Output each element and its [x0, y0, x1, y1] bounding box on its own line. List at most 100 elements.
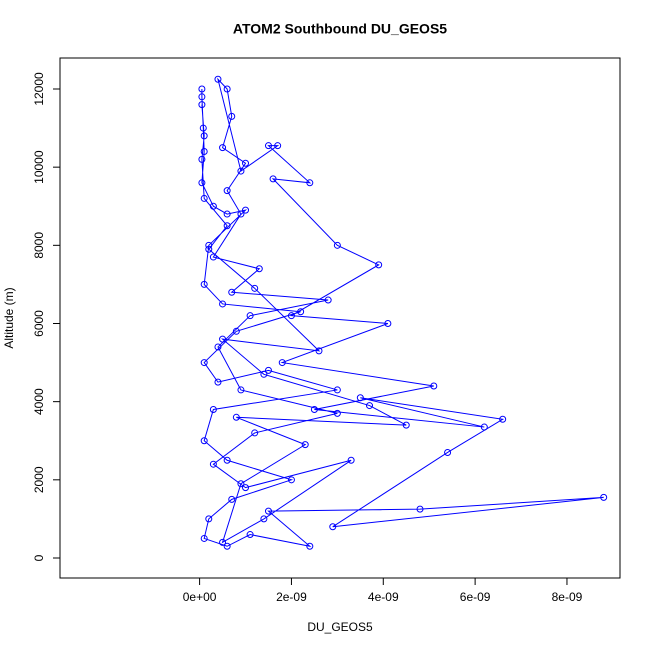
data-point — [198, 93, 206, 101]
data-point — [269, 175, 277, 183]
data-point — [499, 415, 507, 423]
x-tick-label: 6e-09 — [460, 590, 491, 604]
data-point — [480, 423, 488, 431]
y-tick-label: 12000 — [32, 72, 46, 106]
data-point — [214, 378, 222, 386]
data-point — [209, 460, 217, 468]
chart-title: ATOM2 Southbound DU_GEOS5 — [233, 21, 447, 37]
data-point — [333, 241, 341, 249]
data-point — [297, 308, 305, 316]
data-point — [198, 101, 206, 109]
y-tick-label: 0 — [32, 554, 46, 561]
data-point — [237, 210, 245, 218]
data-point — [260, 370, 268, 378]
data-point — [310, 405, 318, 413]
data-point — [329, 523, 337, 531]
data-point — [232, 327, 240, 335]
data-point — [209, 202, 217, 210]
data-point — [214, 343, 222, 351]
data-point — [287, 312, 295, 320]
data-point — [366, 402, 374, 410]
x-tick-label: 0e+00 — [183, 590, 217, 604]
y-tick-label: 8000 — [32, 232, 46, 259]
data-point — [301, 441, 309, 449]
data-point — [402, 421, 410, 429]
data-point — [219, 144, 227, 152]
data-point — [333, 386, 341, 394]
data-point — [242, 206, 250, 214]
data-point — [223, 542, 231, 550]
data-point — [223, 456, 231, 464]
data-point — [324, 296, 332, 304]
data-point — [223, 85, 231, 93]
data-point — [264, 507, 272, 515]
data-point — [200, 194, 208, 202]
x-axis-label: DU_GEOS5 — [307, 620, 373, 634]
data-point — [274, 142, 282, 150]
data-point — [228, 112, 236, 120]
data-point — [200, 148, 208, 156]
data-point — [375, 261, 383, 269]
data-point — [219, 300, 227, 308]
data-point — [278, 359, 286, 367]
data-point — [251, 429, 259, 437]
data-point — [198, 155, 206, 163]
data-point — [287, 476, 295, 484]
y-tick-label: 4000 — [32, 388, 46, 415]
data-point — [199, 124, 207, 132]
data-point — [264, 366, 272, 374]
data-point — [200, 534, 208, 542]
data-point — [205, 515, 213, 523]
data-point — [198, 179, 206, 187]
y-tick-label: 2000 — [32, 466, 46, 493]
data-line — [201, 77, 604, 548]
data-point — [223, 210, 231, 218]
data-point — [237, 386, 245, 394]
data-point — [416, 505, 424, 513]
y-tick-label: 6000 — [32, 310, 46, 337]
data-point — [384, 319, 392, 327]
data-point — [214, 75, 222, 83]
data-point — [232, 413, 240, 421]
data-point — [209, 405, 217, 413]
data-point — [242, 484, 250, 492]
data-point — [430, 382, 438, 390]
data-point — [219, 538, 227, 546]
data-point — [200, 132, 208, 140]
data-point — [200, 280, 208, 288]
data-point — [228, 495, 236, 503]
data-point — [251, 284, 259, 292]
data-point — [356, 394, 364, 402]
x-tick-label: 8e-09 — [552, 590, 583, 604]
data-point — [600, 493, 608, 501]
data-point — [223, 222, 231, 230]
data-point — [205, 245, 213, 253]
data-point — [347, 456, 355, 464]
data-point — [260, 515, 268, 523]
y-axis-label: Altitude (m) — [2, 287, 16, 348]
data-point — [255, 265, 263, 273]
data-point — [198, 85, 206, 93]
data-point — [228, 288, 236, 296]
y-tick-label: 10000 — [32, 150, 46, 184]
x-tick-label: 4e-09 — [368, 590, 399, 604]
data-point — [223, 187, 231, 195]
data-point — [209, 253, 217, 261]
data-point — [237, 480, 245, 488]
data-point — [246, 312, 254, 320]
data-point — [200, 437, 208, 445]
data-point — [306, 179, 314, 187]
data-point — [200, 359, 208, 367]
data-point — [237, 167, 245, 175]
data-point — [205, 241, 213, 249]
data-point — [444, 448, 452, 456]
data-point — [219, 335, 227, 343]
data-point — [242, 159, 250, 167]
data-point — [246, 531, 254, 539]
data-point — [264, 142, 272, 150]
data-point — [315, 347, 323, 355]
data-point — [306, 542, 314, 550]
data-point — [333, 409, 341, 417]
